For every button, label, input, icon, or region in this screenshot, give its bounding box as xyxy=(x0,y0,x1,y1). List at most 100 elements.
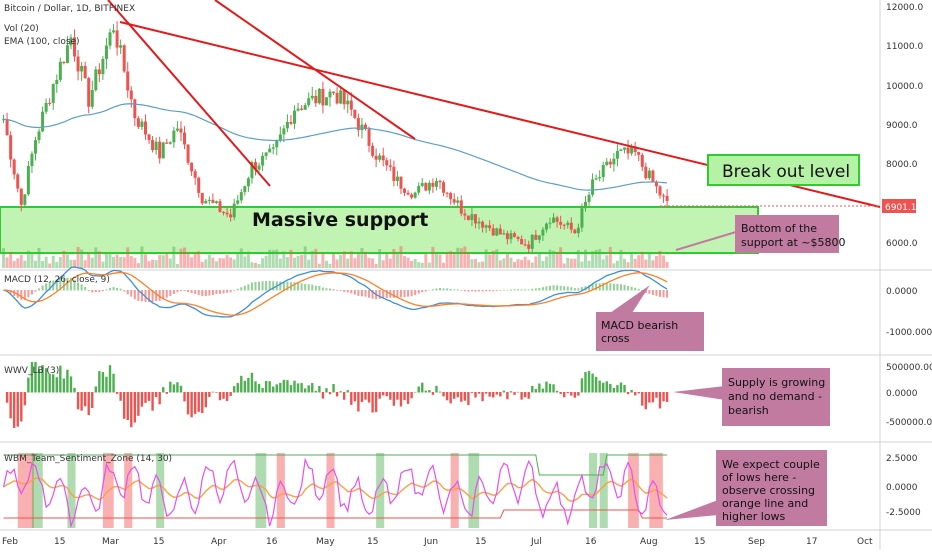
wbm-label: WBM_Team_Sentiment_Zone (14, 30) xyxy=(4,454,172,464)
volume-bar xyxy=(12,260,16,268)
volume-bar xyxy=(541,260,545,268)
wwv-bar xyxy=(442,392,445,397)
candle-body xyxy=(69,37,73,46)
macd-hist-bar xyxy=(243,285,246,291)
macd-hist-bar xyxy=(428,289,431,291)
macd-hist-bar xyxy=(499,290,502,291)
wwv-bar xyxy=(531,385,534,393)
wwv-bar xyxy=(300,383,303,393)
wwv-bar xyxy=(332,384,335,393)
wwv-bar xyxy=(591,373,594,393)
candle-body xyxy=(197,177,201,193)
macd-hist-bar xyxy=(336,290,339,291)
macd-hist-bar xyxy=(250,282,253,291)
wwv-bar xyxy=(222,392,225,399)
candle-body xyxy=(186,144,190,163)
wwv-bar xyxy=(570,392,573,396)
volume-bar xyxy=(229,257,233,268)
wwv-bar xyxy=(325,388,328,393)
candle-body xyxy=(136,118,140,127)
candle-body xyxy=(502,233,506,235)
candle-body xyxy=(172,130,176,143)
macd-hist-bar xyxy=(265,280,268,291)
wwv-bar xyxy=(431,392,435,395)
macd-hist-bar xyxy=(527,289,530,291)
sentiment-line xyxy=(2,457,668,529)
macd-hist-bar xyxy=(396,290,399,298)
macd-hist-bar xyxy=(20,290,23,300)
candle-body xyxy=(573,229,577,234)
wwv-bar xyxy=(12,392,16,428)
macd-hist-bar xyxy=(98,290,101,293)
volume-bar xyxy=(246,251,250,268)
macd-hist-bar xyxy=(517,289,520,291)
volume-bar xyxy=(51,255,55,268)
candle-body xyxy=(481,221,485,228)
breakout-label: Break out level xyxy=(722,162,850,182)
price-tick: 10000.0 xyxy=(886,82,923,92)
volume-bar xyxy=(608,247,612,268)
macd-hist-bar xyxy=(215,290,218,295)
volume-bar xyxy=(179,248,183,268)
wwv-bar xyxy=(147,392,151,401)
macd-hist-bar xyxy=(109,287,111,291)
candle-body xyxy=(541,229,545,236)
macd-hist-bar xyxy=(240,287,243,291)
candle-body xyxy=(314,95,318,104)
macd-hist-bar xyxy=(368,290,371,298)
candle-body xyxy=(339,90,343,104)
callout-supply: Supply is growing and no demand - bearis… xyxy=(673,368,830,426)
candle-body xyxy=(449,193,453,200)
wwv-bar xyxy=(619,382,623,393)
orange-line xyxy=(3,477,668,503)
macd-hist-bar xyxy=(165,290,168,298)
candle-body xyxy=(332,91,336,93)
macd-hist-bar xyxy=(360,290,363,297)
volume-bar xyxy=(601,259,605,268)
volume-bar xyxy=(140,246,144,268)
wwv-bar xyxy=(648,392,651,403)
candle-body xyxy=(317,88,321,104)
volume-bar xyxy=(5,257,9,268)
volume-bar xyxy=(644,259,648,268)
macd-tick: -1000.0000 xyxy=(886,328,932,338)
volume-bar xyxy=(48,263,52,268)
candle-body xyxy=(154,141,158,151)
time-tick: 15 xyxy=(54,537,65,547)
macd-hist-bar xyxy=(123,290,126,292)
volume-bar xyxy=(488,254,492,268)
volume-bar xyxy=(30,253,34,268)
volume-bar xyxy=(243,256,247,268)
wwv-bar xyxy=(662,392,665,402)
macd-hist-bar xyxy=(119,288,122,291)
macd-hist-bar xyxy=(474,290,477,292)
volume-bar xyxy=(236,252,240,268)
wwv-bar xyxy=(211,391,215,393)
macd-hist-bar xyxy=(59,278,62,291)
macd-hist-bar xyxy=(659,290,661,297)
macd-hist-bar xyxy=(311,284,314,291)
volume-bar xyxy=(204,259,208,268)
wwv-bar xyxy=(44,368,48,393)
macd-hist-bar xyxy=(442,288,445,291)
support-zone xyxy=(0,206,759,254)
candle-body xyxy=(321,88,325,106)
volume-bar xyxy=(151,259,155,268)
volume-bar xyxy=(505,254,509,268)
wwv-bar xyxy=(499,392,502,397)
wwv-bar xyxy=(655,392,658,398)
candle-body xyxy=(456,200,460,203)
trendline-steep xyxy=(107,0,271,187)
macd-hist-bar xyxy=(602,282,605,291)
candle-body xyxy=(175,128,179,131)
time-tick: Oct xyxy=(857,537,873,547)
volume-bar xyxy=(222,258,226,268)
ema-label: EMA (100, close) xyxy=(4,37,80,47)
volume-bar xyxy=(544,256,548,268)
volume-bar xyxy=(9,252,13,268)
volume-bar xyxy=(481,261,485,268)
volume-bar xyxy=(214,261,218,268)
wwv-bar xyxy=(392,392,396,406)
candle-body xyxy=(179,128,183,133)
volume-bar xyxy=(633,258,637,268)
